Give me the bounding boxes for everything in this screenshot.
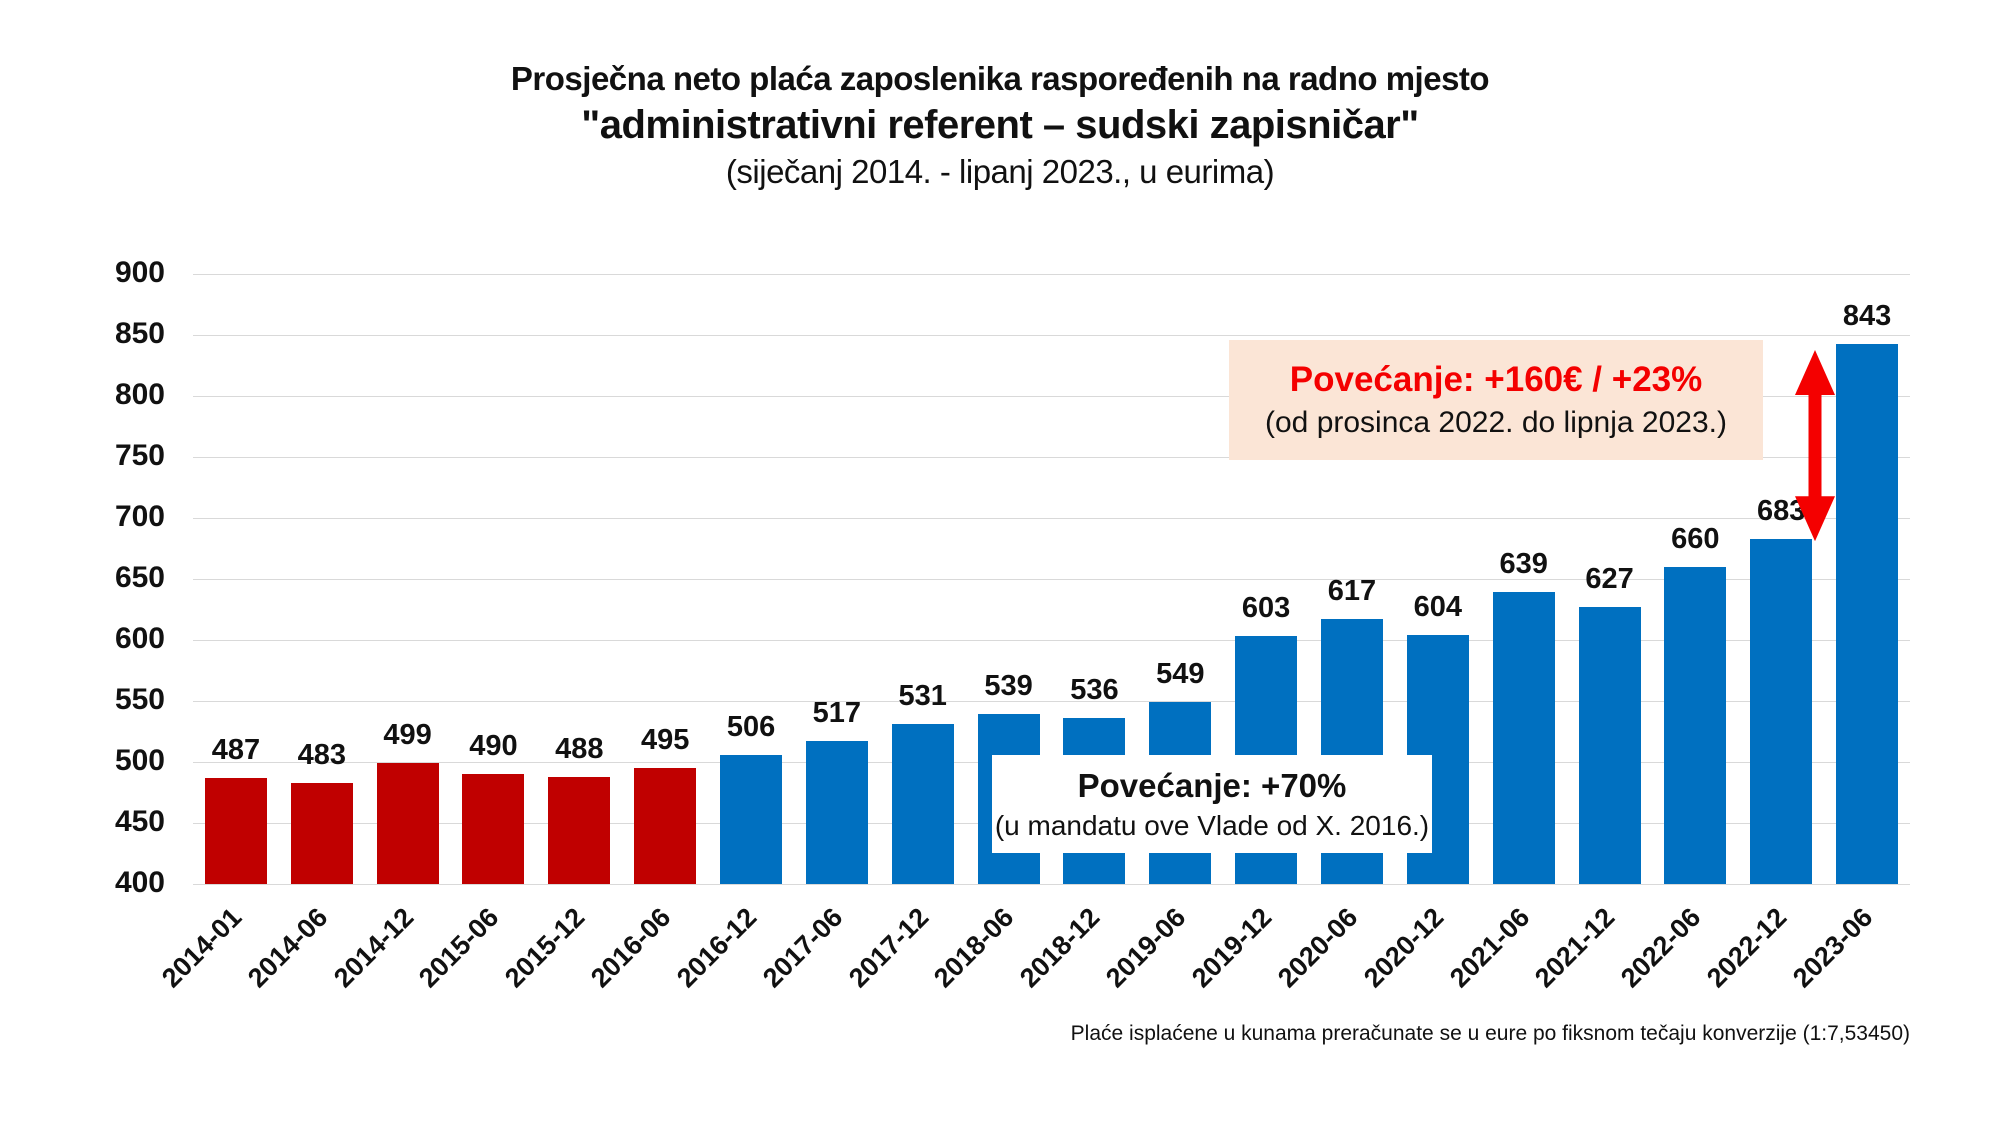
gridline — [193, 639, 1910, 641]
x-axis-tick-label-text: 2015-06 — [413, 902, 505, 994]
y-axis-tick-label: 400 — [114, 866, 165, 899]
gridline — [193, 456, 1910, 458]
y-axis-tick-label: 600 — [114, 622, 165, 655]
y-axis-tick-label: 550 — [114, 683, 165, 716]
mandate-increase-headline: Povećanje: +70% — [1077, 767, 1347, 804]
gridline — [193, 395, 1910, 397]
bar-value-label: 487 — [211, 733, 261, 766]
mandate-increase-subtext: (u mandatu ove Vlade od X. 2016.) — [994, 810, 1430, 841]
bar-value-label: 539 — [984, 670, 1033, 703]
bar-2016-06 — [634, 768, 697, 884]
x-axis-tick-label-text: 2014-01 — [155, 902, 248, 994]
x-axis-tick-label-text: 2015-12 — [499, 902, 591, 994]
bar-2022-12 — [1750, 538, 1813, 884]
increase-double-arrow-icon — [1795, 349, 1836, 541]
x-axis-tick-label-text: 2014-06 — [241, 902, 333, 994]
x-axis-tick-label-text: 2017-12 — [842, 902, 934, 994]
chart-title: Prosječna neto plaća zaposlenika raspore… — [0, 58, 2000, 194]
bar-2015-06 — [462, 774, 525, 884]
chart-title-line2: "administrativni referent – sudski zapis… — [581, 103, 1419, 147]
gridline — [193, 700, 1910, 702]
bar-2017-12 — [891, 724, 954, 884]
bar-value-label: 499 — [383, 719, 432, 752]
bar-2022-06 — [1664, 566, 1727, 884]
bar-2016-12 — [720, 754, 783, 884]
gridline — [193, 883, 1910, 885]
y-axis-tick-label: 450 — [114, 805, 165, 838]
recent-increase-headline: Povećanje: +160€ / +23% — [1289, 360, 1703, 399]
x-axis-tick-label-text: 2021-06 — [1443, 902, 1535, 994]
bar-value-label: 531 — [898, 680, 947, 713]
y-axis-tick-label: 750 — [114, 439, 165, 472]
x-axis-tick-label-text: 2017-06 — [756, 902, 849, 994]
x-axis-tick-label-text: 2020-06 — [1271, 902, 1364, 994]
bar-value-label: 495 — [640, 724, 690, 757]
bar-value-label: 490 — [469, 730, 518, 763]
bar-2021-12 — [1578, 607, 1641, 884]
bar-value-label: 627 — [1585, 563, 1634, 596]
x-axis-tick-label-text: 2019-12 — [1186, 902, 1278, 994]
bar-2015-12 — [548, 776, 611, 884]
chart-title-line3: (siječanj 2014. - lipanj 2023., u eurima… — [725, 153, 1275, 190]
bar-2014-06 — [290, 782, 353, 884]
y-axis-tick-label: 800 — [114, 378, 165, 411]
bar-value-label: 843 — [1842, 299, 1892, 332]
chart-title-line1: Prosječna neto plaća zaposlenika raspore… — [510, 60, 1490, 97]
bar-value-label: 604 — [1413, 591, 1462, 624]
gridline — [193, 517, 1910, 519]
bar-value-label: 536 — [1070, 674, 1119, 707]
x-axis-tick-label-text: 2022-06 — [1615, 902, 1707, 994]
x-axis-tick-label-text: 2018-06 — [928, 902, 1020, 994]
gridline — [193, 578, 1910, 580]
x-axis-tick-label-text: 2016-06 — [585, 902, 677, 994]
bar-value-label: 506 — [726, 710, 776, 743]
bar-value-label: 549 — [1156, 658, 1205, 691]
mandate-increase-annotation-box: Povećanje: +70% (u mandatu ove Vlade od … — [992, 755, 1432, 853]
gridline — [193, 334, 1910, 336]
x-axis-tick-label-text: 2016-12 — [670, 902, 763, 994]
gridline — [193, 273, 1910, 275]
x-axis-tick-label-text: 2021-12 — [1529, 902, 1621, 994]
x-axis-tick-label-text: 2020-12 — [1357, 902, 1450, 994]
bar-value-label: 639 — [1499, 548, 1548, 581]
y-axis-tick-label: 850 — [114, 317, 165, 350]
bar-value-label: 488 — [555, 732, 604, 765]
bar-value-label: 617 — [1327, 575, 1377, 608]
bar-2017-06 — [805, 741, 868, 884]
x-axis-tick-label-text: 2018-12 — [1014, 902, 1106, 994]
arrow-shape — [1795, 349, 1836, 541]
x-axis-tick-label-text: 2014-12 — [327, 902, 419, 994]
bar-value-label: 483 — [297, 738, 346, 771]
bar-2021-06 — [1492, 592, 1555, 884]
bar-2023-06 — [1836, 343, 1899, 884]
recent-increase-annotation-box: Povećanje: +160€ / +23% (od prosinca 202… — [1229, 340, 1763, 460]
x-axis-tick-label-text: 2022-12 — [1701, 902, 1793, 994]
y-axis-tick-label: 700 — [114, 500, 165, 533]
y-axis-tick-label: 650 — [114, 561, 165, 594]
y-axis-tick-label: 900 — [114, 256, 165, 289]
x-axis-tick-label-text: 2023-06 — [1786, 902, 1879, 994]
conversion-footnote: Plaće isplaćene u kunama preračunate se … — [1070, 1022, 1910, 1045]
y-axis-tick-label: 500 — [114, 744, 165, 777]
x-axis-tick-label-text: 2019-06 — [1100, 902, 1192, 994]
bar-value-label: 517 — [812, 697, 862, 730]
bar-2014-12 — [376, 763, 439, 884]
bar-2014-01 — [204, 777, 267, 884]
bar-value-label: 660 — [1671, 522, 1720, 555]
recent-increase-subtext: (od prosinca 2022. do lipnja 2023.) — [1265, 406, 1727, 439]
bar-value-label: 603 — [1241, 592, 1291, 625]
